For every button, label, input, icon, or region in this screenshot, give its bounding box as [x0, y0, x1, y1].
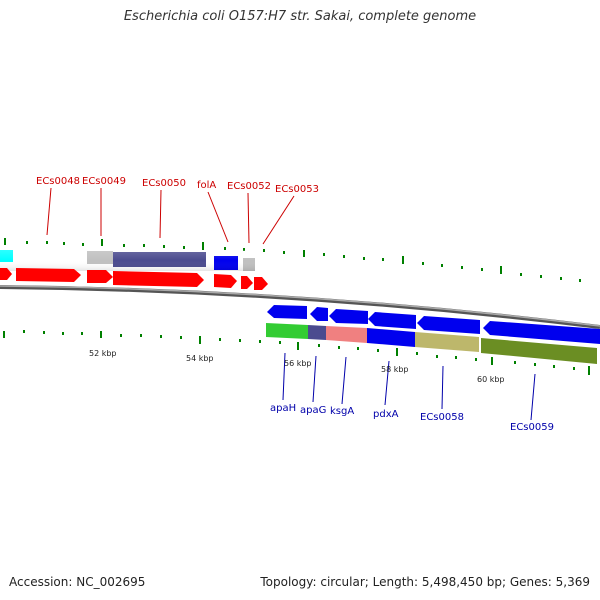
gene-block[interactable]: [308, 325, 326, 340]
gene-arrow[interactable]: [113, 271, 204, 287]
gene-block[interactable]: [326, 326, 367, 343]
gene-block[interactable]: [415, 332, 479, 352]
genome-backbone: [0, 285, 600, 329]
track-shine: [0, 250, 255, 271]
gene-label[interactable]: apaG: [300, 405, 326, 416]
accession-text: Accession: NC_002695: [9, 575, 146, 589]
gene-block[interactable]: [367, 328, 415, 347]
gene-label[interactable]: ECs0050: [142, 178, 186, 189]
gene-arrow[interactable]: [254, 277, 268, 290]
gene-arrow[interactable]: [16, 268, 81, 282]
scale-label: 54 kbp: [186, 354, 214, 363]
gene-arrow[interactable]: [241, 276, 253, 289]
lower-tick-marks: [3, 330, 590, 375]
upper-feature-track: [0, 250, 255, 271]
scale-label: 56 kbp: [284, 359, 312, 368]
gene-arrow[interactable]: [0, 268, 12, 280]
gene-arrow[interactable]: [310, 307, 328, 321]
gene-label[interactable]: apaH: [270, 403, 296, 414]
scale-label: 58 kbp: [381, 365, 409, 374]
gene-label[interactable]: ECs0048: [36, 176, 80, 187]
gene-arrow[interactable]: [368, 312, 416, 329]
lower-gene-labels: apaH apaG ksgA pdxA ECs0058 ECs0059: [270, 352, 554, 433]
scale-label: 60 kbp: [477, 375, 505, 384]
gene-label[interactable]: ECs0053: [275, 184, 319, 195]
gene-block[interactable]: [266, 323, 308, 339]
gene-arrow[interactable]: [214, 274, 237, 288]
gene-label[interactable]: pdxA: [373, 409, 399, 420]
gene-label[interactable]: ECs0058: [420, 412, 464, 423]
upper-tick-marks: [4, 238, 581, 282]
gene-label[interactable]: ECs0052: [227, 181, 271, 192]
map-title: Escherichia coli O157:H7 str. Sakai, com…: [123, 9, 477, 24]
gene-label[interactable]: ksgA: [330, 406, 354, 417]
gene-label[interactable]: ECs0059: [510, 422, 554, 433]
gene-block[interactable]: [481, 338, 597, 364]
topology-text: Topology: circular; Length: 5,498,450 bp…: [260, 575, 590, 589]
gene-arrow[interactable]: [87, 270, 113, 283]
gene-arrow[interactable]: [483, 321, 600, 344]
gene-arrow[interactable]: [267, 305, 307, 319]
gene-arrow[interactable]: [417, 316, 480, 334]
upper-gene-labels: ECs0048 ECs0049 ECs0050 folA ECs0052 ECs…: [36, 176, 319, 245]
lower-arrow-track: [267, 305, 600, 344]
gene-label[interactable]: folA: [197, 180, 216, 191]
upper-arrow-track: [0, 268, 268, 290]
genome-backbone-highlight: [0, 285, 600, 327]
lower-feature-track: [266, 323, 597, 364]
gene-arrow[interactable]: [329, 309, 368, 324]
gene-label[interactable]: ECs0049: [82, 176, 126, 187]
scale-label: 52 kbp: [89, 349, 117, 358]
scale-labels: 52 kbp 54 kbp 56 kbp 58 kbp 60 kbp: [89, 349, 505, 384]
